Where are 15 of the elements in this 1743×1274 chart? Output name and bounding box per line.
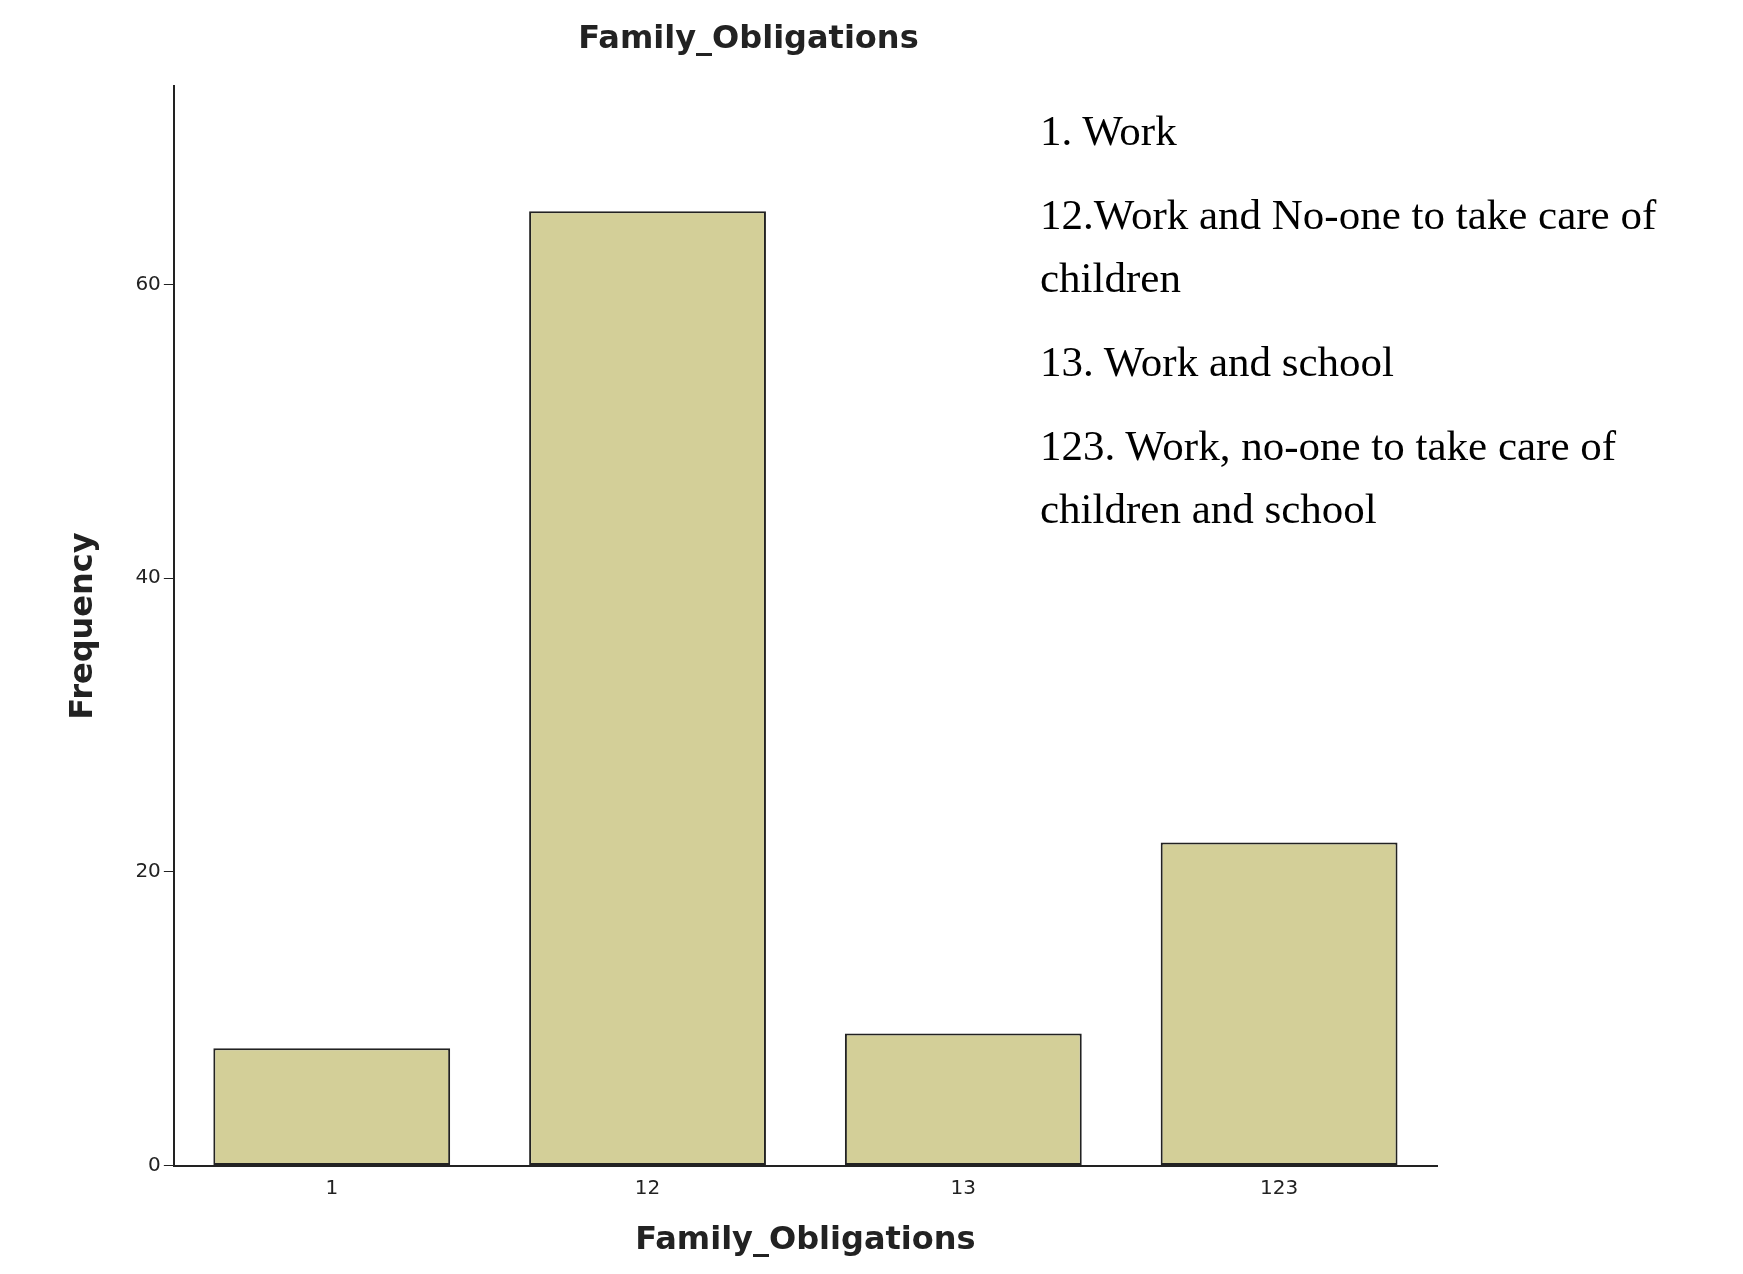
annotation: 12.Work and No-one to take care of children: [1040, 190, 1658, 303]
annotation: 123. Work, no-one to take care of children and school: [1040, 421, 1618, 534]
y-tick-label: 40: [135, 564, 161, 589]
x-tick-label: 12: [634, 1174, 661, 1199]
chart-title: Family_Obligations: [578, 17, 919, 56]
annotation: 13. Work and school: [1040, 337, 1396, 388]
annotation: 1. Work: [1040, 106, 1178, 156]
x-tick-label: 13: [950, 1174, 977, 1199]
x-axis-title: Family_Obligations: [635, 1219, 976, 1258]
y-tick-label: 20: [135, 858, 161, 883]
x-tick-label: 123: [1260, 1174, 1299, 1199]
y-tick-label: 60: [135, 270, 161, 295]
x-tick-label: 1: [325, 1174, 339, 1199]
y-tick-label: 0: [148, 1151, 161, 1176]
y-axis-title: Frequency: [61, 532, 100, 720]
